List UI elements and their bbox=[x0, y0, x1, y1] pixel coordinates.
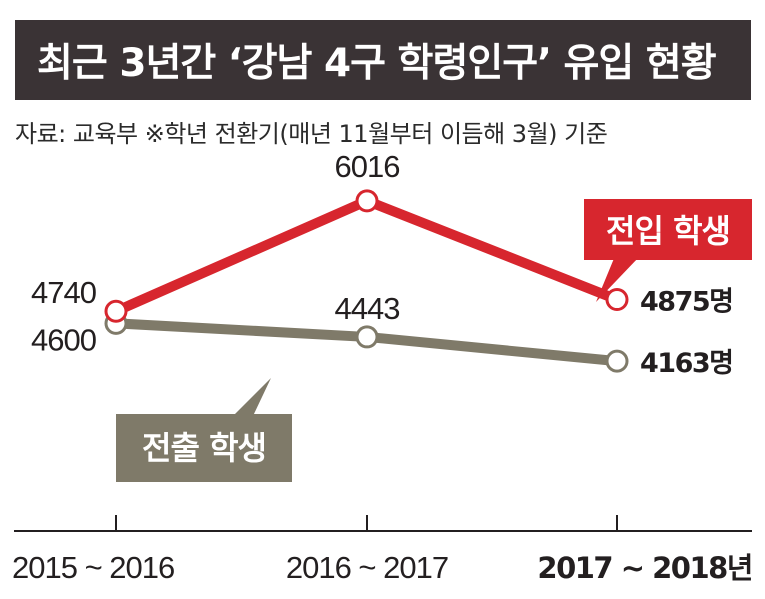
transfer-out-callout-pointer bbox=[233, 378, 271, 416]
transfer-in-value-label: 6016 bbox=[335, 149, 400, 184]
x-tick-label: 2017 ~ 2018년 bbox=[537, 551, 752, 585]
transfer-out-point bbox=[605, 349, 629, 373]
source-note: 자료: 교육부 ※학년 전환기(매년 11월부터 이듬해 3월) 기준 bbox=[15, 120, 608, 148]
x-tick-label: 2016 ~ 2017 bbox=[286, 550, 448, 585]
transfer-in-callout: 전입 학생 bbox=[584, 199, 752, 302]
transfer-in-callout-box bbox=[584, 199, 752, 260]
transfer-in-value-label: 4875명 bbox=[640, 287, 733, 318]
transfer-out-callout: 전출 학생 bbox=[116, 378, 292, 482]
transfer-in-point bbox=[605, 288, 629, 312]
transfer-out-value-label: 4600 bbox=[31, 322, 97, 357]
transfer-out-point bbox=[355, 325, 379, 349]
transfer-out-value-label: 4163명 bbox=[640, 348, 733, 379]
x-tick-label: 2015 ~ 2016 bbox=[12, 550, 174, 585]
transfer-in-point bbox=[104, 299, 128, 323]
transfer-out-callout-box bbox=[116, 414, 292, 482]
title-bar: 최근 3년간 ‘강남 4구 학령인구’ 유입 현황 bbox=[15, 20, 751, 100]
transfer-in-point bbox=[355, 189, 379, 213]
transfer-out-callout-label: 전출 학생 bbox=[142, 429, 266, 467]
transfer-out-value-label: 4443 bbox=[335, 291, 400, 326]
chart-title: 최근 3년간 ‘강남 4구 학령인구’ 유입 현황 bbox=[37, 41, 717, 86]
transfer-in-callout-label: 전입 학생 bbox=[606, 212, 730, 250]
transfer-in-value-label: 4740 bbox=[31, 275, 97, 310]
